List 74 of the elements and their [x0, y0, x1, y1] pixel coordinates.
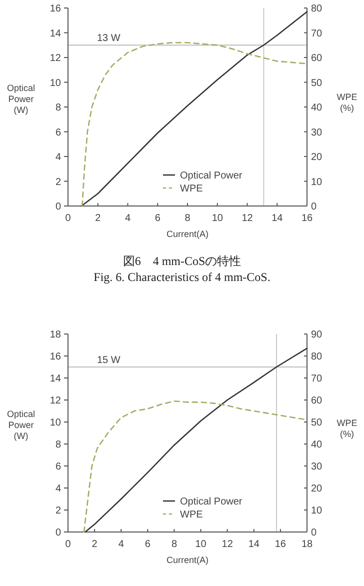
y-tick-label: 4	[55, 484, 62, 494]
y2-tick-label: 20	[311, 152, 323, 163]
y-tick-label: 2	[55, 176, 62, 188]
x-tick-label: 16	[274, 539, 286, 550]
y-tick-label: 0	[55, 202, 62, 212]
x-tick-label: 4	[118, 539, 124, 550]
y2-tick-label: 60	[311, 53, 323, 64]
y-tick-label: 14	[50, 28, 62, 40]
y2-tick-label: 60	[311, 396, 323, 406]
x-tick-label: 6	[154, 213, 161, 224]
y-tick-label: 8	[55, 440, 62, 450]
line-series	[80, 11, 308, 207]
caption: Fig. 6. Characteristics of 4 mm-CoS.	[94, 270, 270, 284]
x-tick-label: 0	[65, 213, 72, 224]
y-tick-label: 12	[50, 396, 62, 406]
y2-tick-label: 70	[311, 28, 323, 40]
x-tick-label: 14	[248, 539, 260, 550]
x-axis-title: Current(A)	[166, 229, 209, 239]
y-tick-label: 10	[50, 78, 62, 89]
legend-label: Optical Power	[180, 170, 243, 182]
y-tick-label: 12	[50, 53, 62, 64]
y2-tick-label: 70	[311, 374, 323, 384]
x-tick-label: 18	[301, 539, 313, 550]
x-axis-title: Current(A)	[166, 555, 209, 565]
x-tick-label: 10	[212, 213, 224, 224]
y2-tick-label: 90	[311, 330, 323, 340]
y2-tick-label: 0	[311, 528, 317, 538]
y-tick-label: 4	[55, 152, 62, 163]
x-tick-label: 4	[124, 213, 131, 224]
y2-axis-title: WPE (%)	[336, 418, 358, 439]
y2-tick-label: 80	[311, 4, 323, 14]
y-tick-label: 0	[55, 528, 62, 538]
x-tick-label: 10	[195, 539, 207, 550]
x-tick-label: 2	[92, 539, 98, 550]
y2-tick-label: 50	[311, 418, 323, 428]
legend-label: WPE	[180, 510, 204, 520]
y2-tick-label: 30	[311, 462, 323, 472]
y-tick-label: 16	[50, 4, 62, 14]
x-tick-label: 8	[184, 213, 191, 224]
y2-tick-label: 0	[311, 202, 317, 212]
x-tick-label: 6	[144, 539, 151, 550]
x-tick-label: 14	[272, 213, 284, 224]
y-axis-title: Optical Power (W)	[6, 83, 36, 115]
ref-line-label: 15 W	[97, 355, 121, 366]
x-tick-label: 0	[65, 539, 72, 550]
legend-label: Optical Power	[180, 496, 243, 508]
x-tick-label: 12	[242, 213, 254, 224]
y-tick-label: 2	[55, 506, 62, 516]
y2-tick-label: 30	[311, 127, 323, 138]
y-tick-label: 6	[55, 462, 62, 472]
y2-tick-label: 10	[311, 506, 323, 516]
y-tick-label: 8	[55, 102, 62, 114]
x-tick-label: 8	[171, 539, 178, 550]
y2-tick-label: 20	[311, 484, 323, 494]
x-tick-label: 16	[301, 213, 313, 224]
x-tick-label: 12	[222, 539, 234, 550]
y-axis-title: Optical Power (W)	[6, 409, 36, 441]
y2-tick-label: 40	[311, 440, 323, 450]
ref-line-label: 13 W	[97, 33, 121, 44]
x-tick-label: 2	[95, 213, 102, 224]
y2-axis-title: WPE (%)	[336, 92, 358, 113]
y-tick-label: 16	[50, 352, 62, 362]
y-tick-label: 18	[50, 330, 62, 340]
caption: 図6 4 mm-CoSの特性	[122, 254, 242, 268]
y2-tick-label: 10	[311, 176, 323, 188]
y-tick-label: 10	[50, 418, 62, 428]
legend-label: WPE	[180, 184, 204, 194]
y2-tick-label: 40	[311, 102, 323, 114]
y-tick-label: 6	[55, 127, 62, 138]
y2-tick-label: 50	[311, 78, 323, 89]
y2-tick-label: 80	[311, 352, 323, 362]
line-series	[84, 348, 308, 533]
y-tick-label: 14	[50, 374, 62, 384]
line-series	[82, 42, 308, 207]
